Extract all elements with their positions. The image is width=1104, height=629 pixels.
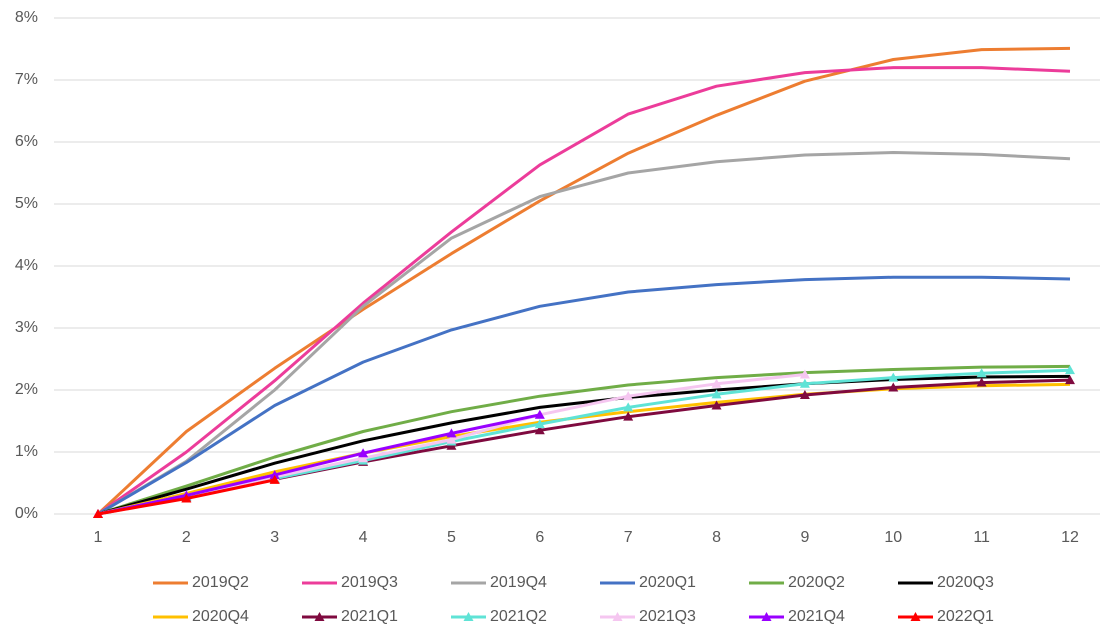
legend-label: 2020Q4	[192, 608, 249, 625]
y-tick-label: 5%	[15, 195, 38, 212]
x-tick-label: 10	[884, 529, 902, 546]
point-marker	[446, 428, 457, 438]
legend-marker	[463, 612, 474, 621]
series-line	[97, 275, 1071, 516]
x-tick-label: 3	[270, 529, 279, 546]
series-line	[97, 374, 1071, 516]
point-marker	[93, 509, 103, 518]
point-marker	[976, 368, 987, 378]
x-tick-label: 2	[182, 529, 191, 546]
x-tick-label: 12	[1061, 529, 1079, 546]
point-marker	[888, 382, 899, 392]
y-tick-label: 3%	[15, 319, 38, 336]
x-tick-label: 9	[800, 529, 809, 546]
point-marker	[1065, 375, 1075, 385]
series-line	[97, 413, 541, 516]
legend-label: 2021Q3	[639, 608, 696, 625]
series-line	[96, 46, 1071, 516]
legend-label: 2019Q4	[490, 574, 547, 591]
legend-marker	[910, 612, 921, 621]
point-marker	[888, 372, 899, 382]
legend-marker	[314, 612, 325, 621]
x-tick-label: 5	[447, 529, 456, 546]
x-tick-label: 11	[973, 529, 990, 546]
point-marker	[534, 425, 545, 435]
legend-marker	[761, 612, 772, 621]
legend-label: 2021Q2	[490, 608, 547, 625]
point-marker	[269, 474, 280, 484]
point-marker	[711, 400, 722, 410]
point-marker	[534, 419, 545, 429]
point-marker	[534, 409, 545, 419]
point-marker	[711, 389, 722, 399]
legend-label: 2020Q1	[639, 574, 696, 591]
point-marker	[623, 402, 634, 412]
y-tick-label: 8%	[15, 9, 38, 26]
point-marker	[269, 469, 280, 479]
x-tick-label: 8	[712, 529, 721, 546]
legend-label: 2021Q1	[341, 608, 398, 625]
point-marker	[446, 434, 457, 444]
y-tick-label: 7%	[15, 71, 38, 88]
x-tick-label: 6	[535, 529, 544, 546]
x-tick-label: 1	[94, 529, 103, 546]
series-line	[97, 66, 1071, 516]
x-tick-label: 7	[624, 529, 633, 546]
point-marker	[623, 411, 634, 421]
point-marker	[358, 448, 369, 458]
series-line	[97, 151, 1071, 516]
legend-label: 2019Q3	[341, 574, 398, 591]
series-line	[97, 364, 1071, 516]
legend-label: 2019Q2	[192, 574, 249, 591]
point-marker	[799, 369, 810, 379]
y-tick-label: 4%	[15, 257, 38, 274]
point-marker	[711, 378, 722, 388]
legend-label: 2020Q2	[788, 574, 845, 591]
point-marker	[358, 453, 369, 463]
y-tick-label: 2%	[15, 381, 38, 398]
point-marker	[799, 389, 810, 399]
legend-label: 2021Q4	[788, 608, 845, 625]
x-tick-label: 4	[359, 529, 368, 546]
y-tick-label: 1%	[15, 443, 38, 460]
point-marker	[799, 378, 810, 388]
y-tick-label: 0%	[15, 505, 38, 522]
y-tick-label: 6%	[15, 133, 38, 150]
point-marker	[976, 377, 987, 387]
point-marker	[1065, 365, 1075, 375]
series-line	[97, 378, 1071, 516]
legend-label: 2022Q1	[937, 608, 994, 625]
legend-marker	[612, 612, 623, 621]
point-marker	[623, 391, 634, 401]
legend-label: 2020Q3	[937, 574, 994, 591]
point-marker	[181, 493, 192, 503]
